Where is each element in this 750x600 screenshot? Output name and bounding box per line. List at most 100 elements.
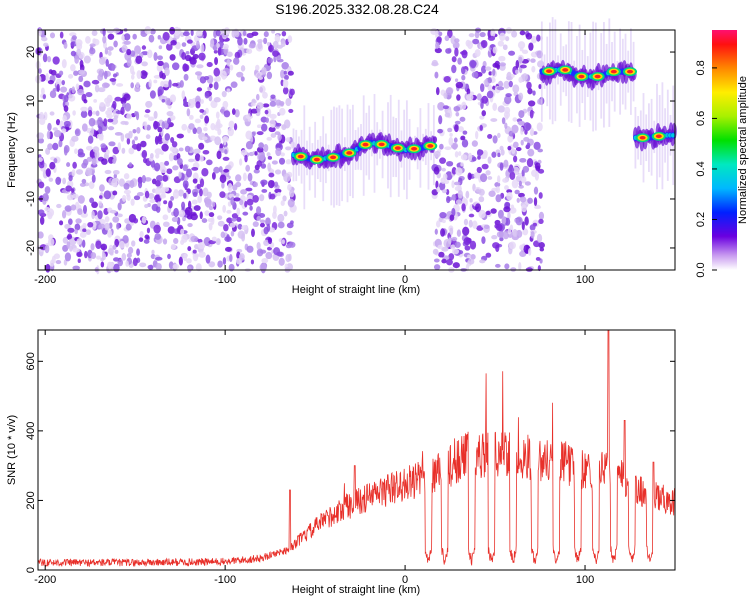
spectrogram-noise-cell [244,200,248,208]
spectrogram-noise-cell [454,241,461,248]
spectrogram-noise-cell [271,29,276,34]
spectrogram-noise-cell [268,172,275,178]
spectrogram-noise-cell [47,122,52,132]
spectrogram-noise-cell [451,166,457,175]
spectrogram-noise-cell [92,110,97,115]
spectrogram-noise-cell [507,134,514,143]
spectrogram-noise-cell [455,199,463,205]
spectrogram-noise-cell [169,146,178,153]
spectrogram-noise-cell [515,69,519,75]
spectrogram-noise-cell [282,195,287,202]
spectrogram-noise-cell [85,229,91,235]
spectrogram-noise-cell [241,225,248,231]
spectrogram-noise-cell [196,126,203,135]
spectrogram-noise-cell [201,136,208,141]
spectrogram-noise-cell [455,112,460,117]
spectrogram-noise-cell [130,198,135,206]
spectrogram-noise-cell [183,99,188,107]
spectrogram-noise-cell [182,63,189,72]
spectrogram-xtick-label: 0 [402,274,408,286]
spectrogram-noise-cell [274,34,281,43]
spectrogram-noise-cell [170,196,175,201]
spectrogram-noise-cell [474,49,481,57]
spectrogram-noise-cell [277,133,282,142]
spectrogram-noise-cell [491,151,497,158]
spectrogram-noise-cell [528,42,534,51]
spectrogram-noise-cell [162,221,170,228]
snr-ticks: -200 -100 0 100 0 200 400 600 [25,330,675,586]
spectrogram-noise-cell [133,218,139,224]
spectrogram-noise-cell [287,184,292,191]
spectrogram-noise-cell [195,71,203,76]
spectrogram-noise-cell [266,71,273,80]
spectrogram-noise-cell [510,74,515,78]
spectrogram-noise-cell [490,118,498,123]
spectrogram-noise-cell [41,36,48,42]
spectrogram-noise-cell [196,64,204,69]
snr-background [38,330,675,570]
spectrogram-noise-cell [63,146,68,156]
spectrogram-noise-cell [91,174,96,183]
spectrogram-noise-cell [280,69,285,79]
spectrogram-noise-cell [451,236,458,242]
spectrogram-noise-cell [263,31,269,38]
spectrogram-noise-cell [239,199,244,206]
spectrogram-noise-cell [233,197,241,202]
spectrogram-noise-cell [519,244,524,251]
spectrogram-noise-cell [150,153,154,159]
spectrogram-noise-cell [76,42,81,49]
spectrogram-noise-cell [454,124,459,133]
spectrogram-noise-cell [254,151,258,156]
spectrogram-noise-cell [490,28,496,38]
spectrogram-noise-cell [206,191,212,199]
spectrogram-noise-cell [530,230,535,239]
spectrogram-noise-cell [283,70,288,75]
spectrogram-noise-cell [180,239,185,245]
spectrogram-noise-cell [71,169,76,177]
spectrogram-noise-cell [527,148,535,157]
spectrogram-noise-cell [515,216,523,226]
spectrogram-noise-cell [189,57,197,65]
spectrogram-noise-cell [155,262,162,271]
spectrogram-noise-cell [93,98,98,103]
spectrogram-noise-cell [76,251,83,258]
spectrogram-noise-cell [104,222,110,231]
spectrogram-noise-cell [161,137,166,143]
spectrogram-noise-cell [274,181,279,188]
spectrogram-noise-cell [63,120,71,128]
spectrogram-noise-cell [190,213,198,221]
spectrogram-noise-cell [161,143,169,152]
spectrogram-noise-cell [519,196,527,203]
spectrogram-noise-cell [104,47,109,55]
spectrogram-noise-cell [95,110,100,117]
spectrogram-noise-cell [239,158,243,166]
spectrogram-noise-cell [98,195,103,199]
spectrogram-noise-cell [70,204,77,211]
spectrogram-noise-cell [112,100,117,110]
spectrogram-noise-cell [186,39,193,44]
spectrogram-noise-cell [435,87,440,96]
spectrogram-noise-cell [527,87,533,95]
spectrogram-noise-cell [504,122,508,129]
spectrogram-noise-cell [141,216,147,224]
spectrogram-noise-cell [456,94,461,101]
spectrogram-noise-cell [454,120,461,125]
spectrogram-noise-cell [530,58,536,63]
spectrogram-peak-core [627,69,634,74]
spectrogram-noise-cell [111,64,116,72]
spectrogram-noise-cell [220,231,226,238]
spectrogram-peak-core [546,69,553,73]
spectrogram-noise-cell [517,121,525,125]
spectrogram-noise-cell [441,189,448,194]
spectrogram-noise-cell [500,149,505,156]
spectrogram-noise-cell [170,40,177,46]
spectrogram-noise-cell [97,210,103,220]
spectrogram-noise-cell [44,186,51,194]
spectrogram-noise-cell [39,111,44,120]
spectrogram-noise-cell [226,209,232,214]
spectrogram-noise-cell [242,172,247,182]
spectrogram-noise-cell [112,73,118,78]
spectrogram-noise-cell [168,152,174,162]
spectrogram-noise-cell [151,203,159,212]
spectrogram-noise-cell [524,216,529,226]
